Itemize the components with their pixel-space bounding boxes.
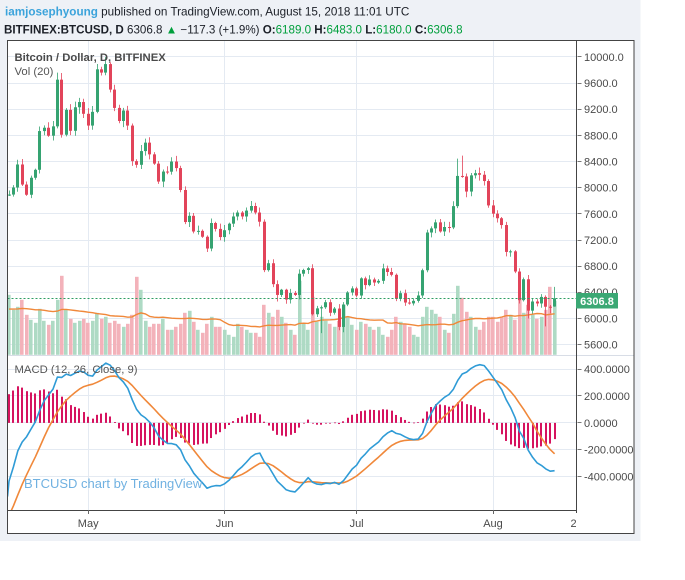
svg-text:7200.0: 7200.0: [584, 235, 618, 247]
svg-text:iamjosephyoung published on Tr: iamjosephyoung published on TradingView.…: [5, 6, 409, 19]
svg-text:Aug: Aug: [483, 518, 503, 530]
svg-text:6306.8: 6306.8: [580, 296, 614, 308]
svg-text:Bitcoin / Dollar, D, BITFINEX: Bitcoin / Dollar, D, BITFINEX: [15, 52, 167, 64]
svg-text:8800.0: 8800.0: [584, 130, 618, 142]
svg-text:8000.0: 8000.0: [584, 183, 618, 195]
svg-text:-200.0000: -200.0000: [584, 445, 634, 457]
svg-text:6000.0: 6000.0: [584, 313, 618, 325]
svg-text:8400.0: 8400.0: [584, 156, 618, 168]
svg-text:20: 20: [570, 518, 582, 530]
svg-text:BTCUSD chart by TradingView: BTCUSD chart by TradingView: [24, 476, 203, 491]
svg-text:6800.0: 6800.0: [584, 261, 618, 273]
svg-text:Vol (20): Vol (20): [15, 66, 54, 78]
svg-text:-400.0000: -400.0000: [584, 472, 634, 484]
svg-text:9200.0: 9200.0: [584, 104, 618, 116]
svg-text:200.0000: 200.0000: [584, 391, 630, 403]
svg-text:400.0000: 400.0000: [584, 364, 630, 376]
svg-text:MACD (12, 26, Close, 9): MACD (12, 26, Close, 9): [15, 364, 138, 376]
svg-text:5600.0: 5600.0: [584, 340, 618, 352]
svg-text:Jul: Jul: [350, 518, 364, 530]
svg-text:Jun: Jun: [216, 518, 234, 530]
svg-text:7600.0: 7600.0: [584, 209, 618, 221]
svg-text:10000.0: 10000.0: [584, 52, 624, 64]
svg-text:9600.0: 9600.0: [584, 78, 618, 90]
svg-text:0.0000: 0.0000: [584, 418, 618, 430]
svg-text:May: May: [78, 518, 99, 530]
svg-text:BITFINEX:BTCUSD, D 6306.8 ▲ −1: BITFINEX:BTCUSD, D 6306.8 ▲ −117.3 (+1.9…: [4, 24, 463, 37]
